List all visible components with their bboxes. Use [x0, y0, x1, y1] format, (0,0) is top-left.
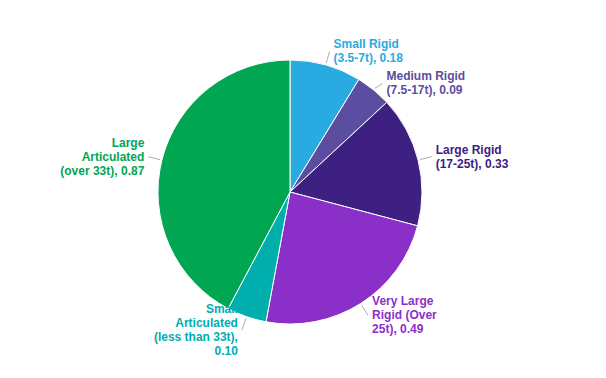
- slice-label: Very LargeRigid (Over25t), 0.49: [372, 294, 437, 336]
- slice-label: Large Rigid(17-25t), 0.33: [436, 143, 509, 171]
- slice: [158, 60, 290, 309]
- chart-container: Small Rigid(3.5-7t), 0.18 Medium Rigid(7.…: [0, 0, 606, 378]
- label-line: Articulated: [82, 150, 145, 164]
- leader-line: [362, 305, 368, 315]
- label-line: (17-25t), 0.33: [436, 157, 509, 171]
- label-line: (over 33t), 0.87: [60, 164, 144, 178]
- slice-label: LargeArticulated(over 33t), 0.87: [60, 136, 144, 178]
- slices: [158, 60, 422, 324]
- leader-line: [326, 51, 329, 63]
- leader-line: [148, 157, 160, 160]
- label-line: (less than 33t),: [154, 330, 238, 344]
- pie-chart: Small Rigid(3.5-7t), 0.18 Medium Rigid(7.…: [0, 0, 606, 378]
- label-line: 25t), 0.49: [372, 322, 424, 336]
- leader-line: [420, 157, 432, 160]
- label-line: (7.5-17t), 0.09: [387, 83, 463, 97]
- leader-line: [375, 83, 383, 88]
- label-line: Small: [206, 302, 238, 316]
- label-line: (3.5-7t), 0.18: [334, 51, 404, 65]
- slice-label: Medium Rigid(7.5-17t), 0.09: [387, 69, 466, 97]
- label-line: Rigid (Over: [372, 308, 437, 322]
- label-line: 0.10: [215, 344, 239, 358]
- label-line: Large Rigid: [436, 143, 502, 157]
- label-line: Large: [112, 136, 145, 150]
- label-line: Articulated: [175, 316, 238, 330]
- leader-line: [242, 319, 246, 330]
- label-line: Very Large: [372, 294, 434, 308]
- labels: Small Rigid(3.5-7t), 0.18 Medium Rigid(7.…: [60, 37, 508, 357]
- slice-label: Small Rigid(3.5-7t), 0.18: [334, 37, 404, 65]
- label-line: Small Rigid: [334, 37, 399, 51]
- label-line: Medium Rigid: [387, 69, 466, 83]
- slice-label: SmallArticulated(less than 33t),0.10: [154, 302, 238, 358]
